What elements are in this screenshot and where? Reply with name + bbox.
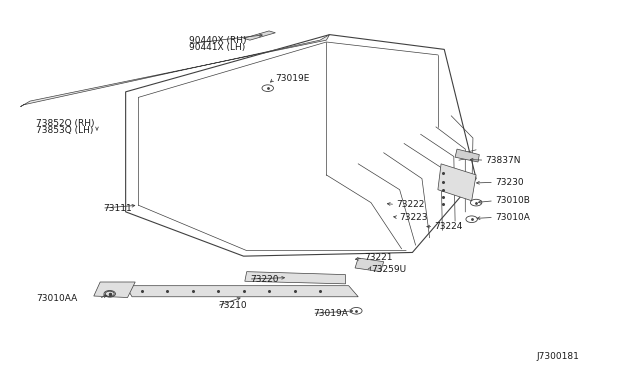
Polygon shape (125, 35, 476, 256)
Polygon shape (20, 35, 330, 107)
Text: 73019A: 73019A (314, 309, 349, 318)
Polygon shape (355, 258, 384, 272)
Text: 73010AA: 73010AA (36, 294, 77, 303)
Text: 73223: 73223 (399, 213, 428, 222)
Polygon shape (244, 31, 275, 40)
Text: 73019E: 73019E (275, 74, 310, 83)
Text: 73111: 73111 (103, 203, 132, 213)
Text: J7300181: J7300181 (537, 352, 580, 361)
Polygon shape (125, 286, 358, 297)
Polygon shape (94, 282, 135, 298)
Polygon shape (245, 272, 346, 284)
Text: 73220: 73220 (250, 275, 278, 283)
Text: 73222: 73222 (396, 200, 425, 209)
Text: 73837N: 73837N (486, 155, 521, 165)
Text: 73010B: 73010B (495, 196, 530, 205)
Polygon shape (438, 164, 476, 201)
Text: 73210: 73210 (218, 301, 246, 311)
Text: 73230: 73230 (495, 178, 524, 187)
Text: 73853Q (LH): 73853Q (LH) (36, 126, 94, 135)
Text: 73852Q (RH): 73852Q (RH) (36, 119, 95, 128)
Text: 73259U: 73259U (371, 264, 406, 273)
Polygon shape (455, 149, 479, 162)
Text: 73221: 73221 (365, 253, 393, 263)
Text: 73010A: 73010A (495, 213, 530, 222)
Text: 73224: 73224 (435, 222, 463, 231)
Text: 90440X (RH): 90440X (RH) (189, 36, 247, 45)
Text: 90441X (LH): 90441X (LH) (189, 43, 246, 52)
